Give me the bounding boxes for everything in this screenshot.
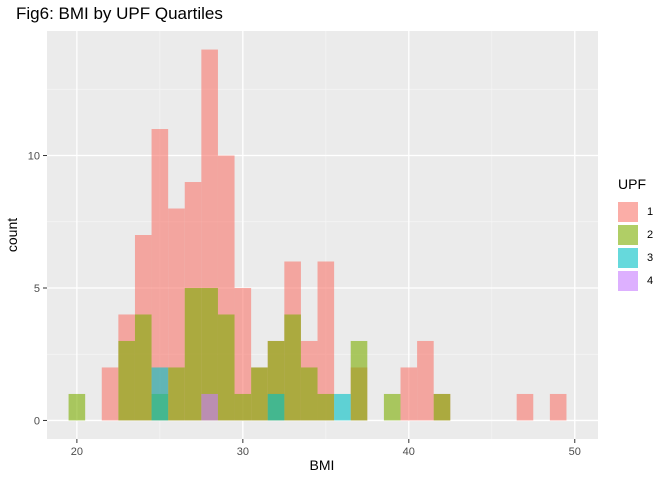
bar-upf-2 [383,393,401,421]
bar-upf-3 [267,393,285,421]
x-tick-label: 20 [71,446,83,458]
legend-item-1: 1 [618,200,653,223]
axis-ticks: 20 30 40 50 0 5 10 [28,151,581,458]
bar-upf-1 [101,367,119,421]
legend-label: 1 [647,205,654,218]
y-tick-label: 0 [34,415,40,427]
legend-label: 2 [647,228,654,241]
legend-swatch [618,270,638,291]
bar-upf-2 [300,367,318,421]
legend-item-4: 4 [618,269,653,292]
bar-upf-4 [201,393,218,421]
bar-upf-2 [184,287,202,421]
bar-upf-2 [284,314,301,421]
bar-upf-3 [334,393,351,421]
bar-upf-1 [151,129,169,421]
bar-upf-2 [251,367,268,421]
chart-title: Fig6: BMI by UPF Quartiles [16,4,223,23]
y-axis-title: count [4,218,20,252]
legend-swatch [618,224,638,245]
x-tick-label: 40 [403,446,415,458]
legend-item-2: 2 [618,223,653,246]
legend: UPF 1 2 3 4 [618,176,653,292]
legend-label: 3 [647,251,654,264]
legend-item-3: 3 [618,246,653,269]
bar-upf-2 [118,340,135,421]
bar-upf-1 [549,393,567,421]
bar-upf-2 [168,367,185,421]
bar-upf-3 [151,367,169,421]
bar-upf-2 [217,314,235,421]
bar-upf-2 [350,340,368,421]
legend-swatch [618,201,638,222]
bar-upf-2 [68,393,86,421]
bar-upf-2 [201,287,218,421]
bar-upf-2 [433,393,451,421]
bar-upf-1 [234,287,252,421]
bar-upf-2 [317,393,335,421]
legend-swatch [618,247,638,268]
histogram-bars [68,49,567,421]
legend-items: 1 2 3 4 [618,200,653,292]
bar-upf-1 [417,340,434,421]
y-tick-label: 10 [28,151,40,163]
x-tick-label: 30 [237,446,249,458]
x-axis-title: BMI [310,457,335,473]
legend-title: UPF [618,176,646,192]
bar-upf-2 [134,314,152,421]
legend-label: 4 [647,274,654,287]
bar-upf-1 [516,393,534,421]
bar-upf-1 [317,261,335,421]
y-tick-label: 5 [34,283,40,295]
x-tick-label: 50 [569,446,581,458]
bar-upf-2 [234,393,252,421]
bar-upf-1 [400,367,418,421]
